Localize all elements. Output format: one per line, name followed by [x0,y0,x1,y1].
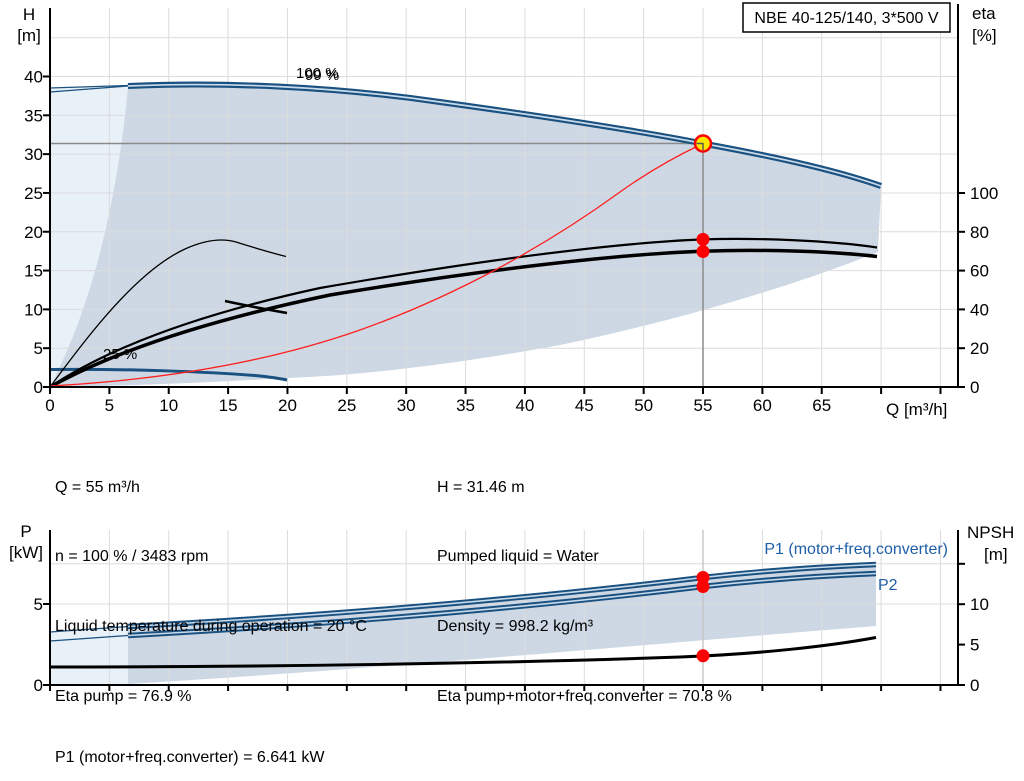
eta-reduced-speed-curve [49,239,287,388]
p1-curve-label: P1 (motor+freq.converter) [764,541,948,558]
eta-axis-title: eta [972,4,996,23]
h-tick-label: 25 [24,184,43,203]
eta-total-curve [49,248,878,389]
speed-label-25pct: 25 % [103,346,137,363]
power-details: P1 (motor+freq.converter) = 6.641 kW P2 … [55,701,324,781]
npsh-tick-label: 5 [970,636,979,655]
qh-tick-labels: 0 5 10 15 20 25 30 35 40 45 50 55 60 65 0 5 10 15 20 25 30 35… [24,68,998,416]
qh-curve-100pct-stripe [127,83,882,187]
h-tick-label: 35 [24,106,43,125]
detail-line: Pumped liquid = Water [437,548,599,566]
power-chart-plot-area[interactable]: 0 5 0 5 10 [34,530,989,695]
npsh-axis-title: NPSH [967,523,1014,542]
x-tick-label: 15 [219,396,238,415]
p-axis-title: P [20,522,31,541]
h-tick-label: 5 [34,339,43,358]
pump-type-box [742,2,951,33]
x-tick-label: 40 [515,396,534,415]
power-envelope-light [50,626,128,684]
duty-details-left: Q = 55 m³/h n = 100 % / 3483 rpm Liquid … [55,429,367,732]
eta-pump-duty-marker[interactable] [696,232,710,246]
detail-line: Eta pump+motor+freq.converter = 70.8 % [437,688,732,706]
npsh-tick-label: 0 [970,676,979,695]
p-tick-label: 0 [34,676,43,695]
eta-tick-label: 60 [970,262,989,281]
operating-envelope-light [50,86,128,387]
qh-partload-line-2 [49,85,129,93]
power-envelope-dark [128,564,876,684]
detail-line: Q = 55 m³/h [55,478,140,496]
detail-line: Eta pump = 76.9 % [55,688,192,706]
npsh-tick-label: 10 [970,595,989,614]
eta-pump-curve [49,237,878,388]
detail-line: n = 100 % / 3483 rpm [55,548,209,566]
eta-tick-label: 80 [970,223,989,242]
x-tick-label: 50 [634,396,653,415]
eta-axis-unit: [%] [972,26,997,45]
p1-duty-marker[interactable] [696,571,710,584]
detail-line: Density = 998.2 kg/m³ [437,618,594,636]
eta-tick-label: 40 [970,300,989,319]
power-tickmarks [43,562,965,691]
p2-curve-label: P2 [878,577,898,594]
p1-partload-line [49,625,129,633]
x-tick-label: 60 [753,396,772,415]
duty-point-crosshair [696,142,704,150]
x-tick-label: 65 [812,396,831,415]
detail-line: P1 (motor+freq.converter) = 6.641 kW [55,748,325,766]
x-tick-label: 25 [337,396,356,415]
p2-partload-line [49,634,129,642]
h-tick-label: 40 [24,68,43,87]
qh-curve-25pct [49,367,288,382]
p-tick-label: 5 [34,595,43,614]
p2-duty-marker[interactable] [696,580,710,593]
x-tick-label: 20 [278,396,297,415]
speed-label-100pct: 100 % [296,65,339,82]
h-tick-label: 0 [34,378,43,397]
power-tick-labels: 0 5 0 5 10 [34,595,989,695]
x-tick-label: 5 [105,396,114,415]
p1-curve-stripe [127,563,877,628]
h-axis-title: H [23,5,35,24]
h-tick-label: 10 [24,300,43,319]
eta-tick-label: 20 [970,339,989,358]
duty-details-right: H = 31.46 m Pumped liquid = Water Densit… [437,429,732,732]
x-tick-label: 35 [456,396,475,415]
q-axis-title: Q [m³/h] [886,400,947,419]
eta-total-duty-marker[interactable] [696,245,710,258]
eta-tick-label: 0 [970,378,979,397]
x-tick-label: 45 [575,396,594,415]
eta-tick-label: 100 [970,184,998,203]
npsh-curve [49,636,877,669]
qh-partload-line-1 [49,84,129,89]
detail-line: H = 31.46 m [437,478,525,496]
eta-branch-curve [224,299,288,315]
speed-label-99pct: 99 % [305,67,339,84]
x-tick-label: 30 [397,396,416,415]
x-tick-label: 55 [694,396,713,415]
detail-line: Liquid temperature during operation = 20… [55,618,367,636]
system-curve [49,143,703,387]
qh-chart-plot-area[interactable]: 0 5 10 15 20 25 30 35 40 45 50 55 60 65 0 5 10 15 20 25 30 35… [24,4,998,415]
h-tick-label: 20 [24,223,43,242]
npsh-axis-unit: [m] [984,545,1008,564]
h-axis-unit: [m] [17,26,41,45]
x-tick-label: 0 [45,396,54,415]
p-axis-unit: [kW] [9,543,43,562]
pump-type-label: NBE 40-125/140, 3*500 V [754,10,938,27]
npsh-duty-marker[interactable] [696,649,710,663]
h-tick-label: 30 [24,145,43,164]
h-tick-label: 15 [24,262,43,281]
p2-curve-stripe [127,572,877,637]
qh-tickmarks [43,75,965,394]
x-tick-label: 10 [159,396,178,415]
